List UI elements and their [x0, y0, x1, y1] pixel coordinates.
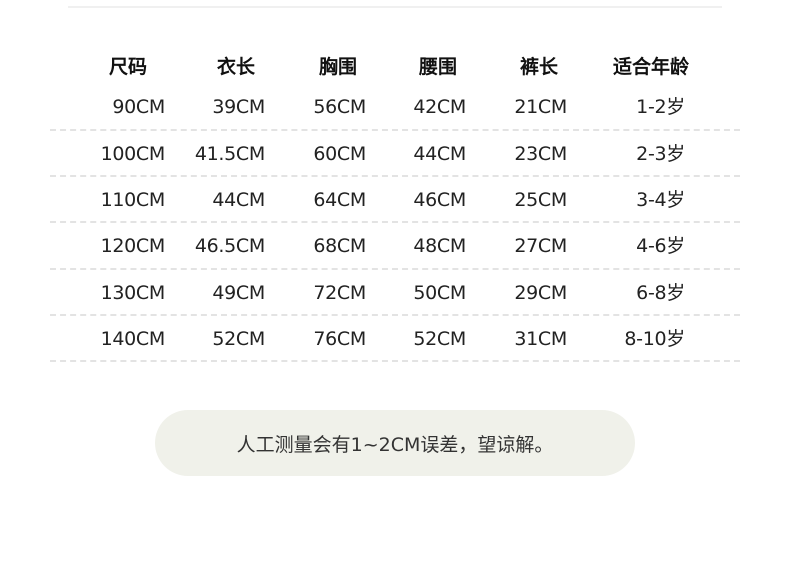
- cell-age: 2-3岁: [636, 143, 685, 165]
- cell-chest: 60CM: [313, 143, 366, 165]
- cell-size: 110CM: [100, 189, 166, 211]
- header-waist: 腰围: [418, 56, 457, 78]
- cell-chest: 68CM: [313, 235, 366, 257]
- cell-pants-length: 29CM: [514, 282, 567, 304]
- cell-size: 140CM: [100, 328, 166, 350]
- cell-pants-length: 21CM: [514, 96, 567, 118]
- cell-pants-length: 27CM: [514, 235, 567, 257]
- header-age: 适合年龄: [612, 56, 689, 78]
- row-divider: [50, 221, 740, 223]
- cell-size: 90CM: [112, 96, 165, 118]
- row-divider: [50, 314, 740, 316]
- top-divider: [68, 6, 722, 8]
- cell-size: 130CM: [100, 282, 166, 304]
- cell-size: 120CM: [100, 235, 166, 257]
- cell-age: 8-10岁: [624, 328, 685, 350]
- cell-pants-length: 31CM: [514, 328, 567, 350]
- row-divider: [50, 129, 740, 131]
- cell-age: 6-8岁: [636, 282, 685, 304]
- cell-length: 39CM: [212, 96, 265, 118]
- row-divider: [50, 268, 740, 270]
- header-pants-length: 裤长: [519, 56, 558, 78]
- cell-length: 44CM: [212, 189, 265, 211]
- measurement-note: 人工测量会有1~2CM误差，望谅解。: [155, 410, 635, 476]
- header-chest: 胸围: [318, 56, 357, 78]
- cell-chest: 64CM: [313, 189, 366, 211]
- cell-age: 4-6岁: [636, 235, 685, 257]
- cell-length: 49CM: [212, 282, 265, 304]
- cell-waist: 50CM: [413, 282, 466, 304]
- row-divider: [50, 175, 740, 177]
- cell-age: 1-2岁: [636, 96, 685, 118]
- cell-waist: 46CM: [413, 189, 466, 211]
- cell-pants-length: 23CM: [514, 143, 567, 165]
- cell-waist: 48CM: [413, 235, 466, 257]
- cell-chest: 56CM: [313, 96, 366, 118]
- header-length: 衣长: [216, 56, 255, 78]
- cell-length: 46.5CM: [194, 235, 265, 257]
- cell-waist: 42CM: [413, 96, 466, 118]
- cell-waist: 52CM: [413, 328, 466, 350]
- cell-length: 41.5CM: [194, 143, 265, 165]
- cell-pants-length: 25CM: [514, 189, 567, 211]
- measurement-note-text: 人工测量会有1~2CM误差，望谅解。: [236, 433, 554, 456]
- row-divider: [50, 360, 740, 362]
- cell-waist: 44CM: [413, 143, 466, 165]
- cell-chest: 72CM: [313, 282, 366, 304]
- header-size: 尺码: [108, 56, 147, 78]
- cell-chest: 76CM: [313, 328, 366, 350]
- cell-age: 3-4岁: [636, 189, 685, 211]
- cell-length: 52CM: [212, 328, 265, 350]
- cell-size: 100CM: [100, 143, 166, 165]
